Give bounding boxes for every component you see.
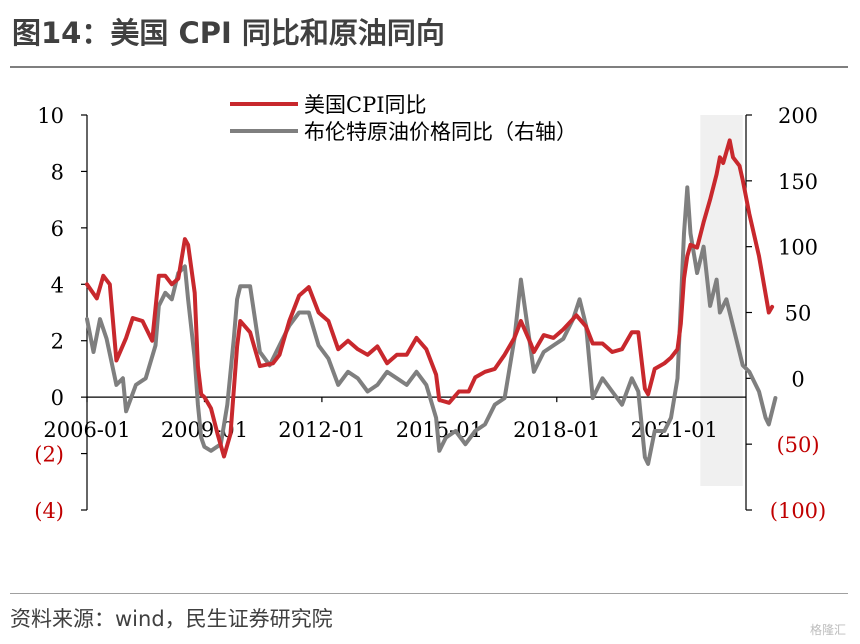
right-axis: 200 150 100 50 0 (50) (100): [745, 104, 826, 523]
right-tick-label: 150: [778, 170, 818, 194]
highlight-region: [700, 115, 743, 486]
source-divider: [10, 593, 848, 594]
left-tick-label: 4: [51, 273, 64, 297]
right-tick-label: 50: [785, 302, 812, 326]
series-layer: [85, 138, 778, 466]
left-tick-label: (4): [34, 499, 64, 523]
title-divider: [10, 66, 848, 68]
left-tick-label: (2): [34, 443, 64, 467]
x-tick-label: 2012-01: [278, 418, 365, 442]
x-tick-label: 2021-01: [631, 418, 718, 442]
left-tick-label: 10: [37, 104, 64, 128]
watermark: 格隆汇: [809, 623, 846, 637]
x-tick-label: 2009-01: [161, 418, 248, 442]
legend-label: 布伦特原油价格同比（右轴）: [304, 120, 577, 144]
x-tick-label: 2018-01: [513, 418, 600, 442]
right-tick-label: 100: [778, 236, 818, 260]
series-line-cpi: [85, 138, 775, 459]
x-axis: 2006-01 2009-01 2012-01 2015-01 2018-01 2021-…: [43, 397, 718, 442]
left-tick-label: 0: [51, 386, 64, 410]
series-line-oil: [85, 185, 778, 466]
left-tick-label: 8: [51, 160, 64, 184]
left-tick-label: 2: [51, 330, 64, 354]
x-tick-label: 2006-01: [43, 418, 130, 442]
right-tick-label: 0: [791, 367, 804, 391]
source-note: 资料来源：wind，民生证券研究院: [10, 607, 333, 631]
left-axis: 10 8 6 4 2 0 (2) (4): [34, 104, 88, 523]
right-tick-label: (100): [770, 499, 826, 523]
page-title: 图14：美国 CPI 同比和原油同向: [12, 16, 445, 50]
chart: 10 8 6 4 2 0 (2) (4) 200 150 100 50 0 (50) (100) 2006…: [34, 93, 826, 523]
legend-label: 美国CPI同比: [304, 93, 427, 117]
left-tick-label: 6: [51, 217, 64, 241]
right-tick-label: 200: [778, 104, 818, 128]
right-tick-label: (50): [776, 433, 819, 457]
